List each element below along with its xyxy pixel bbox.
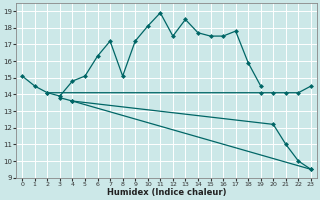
X-axis label: Humidex (Indice chaleur): Humidex (Indice chaleur) (107, 188, 226, 197)
